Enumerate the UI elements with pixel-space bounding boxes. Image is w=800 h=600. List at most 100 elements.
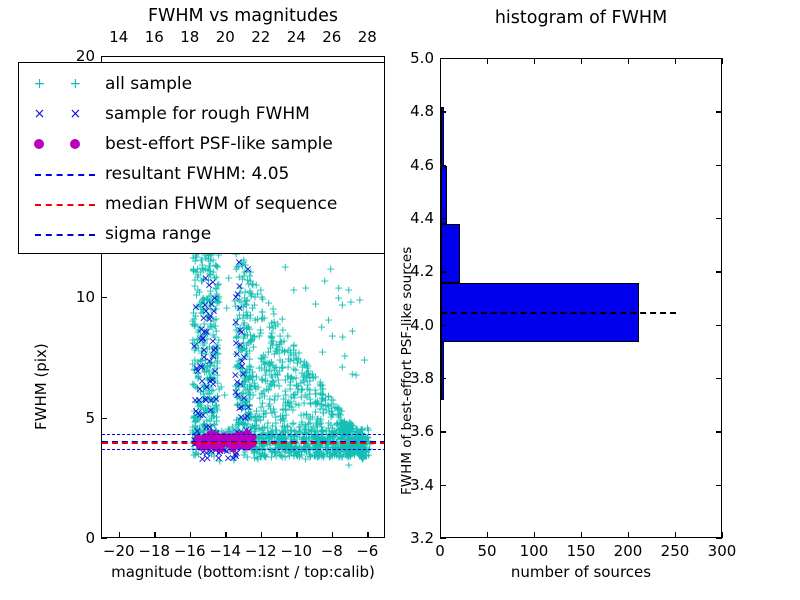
scatter-point-all-sample: +	[214, 382, 224, 396]
scatter-point-all-sample: +	[252, 450, 262, 464]
scatter-point-all-sample: +	[207, 349, 217, 363]
scatter-point-all-sample: +	[232, 388, 242, 402]
scatter-point-all-sample: +	[317, 448, 327, 462]
scatter-point-all-sample: +	[210, 393, 220, 407]
histogram-y-tick-right	[716, 324, 722, 326]
scatter-point-all-sample: +	[332, 417, 342, 431]
scatter-point-all-sample: +	[193, 394, 204, 408]
scatter-point-all-sample: +	[328, 408, 338, 422]
scatter-point-all-sample: +	[324, 399, 334, 413]
legend-item[interactable]: + + all sample	[27, 69, 374, 99]
scatter-point-all-sample: +	[305, 370, 315, 384]
legend-item[interactable]: sigma range	[27, 219, 374, 249]
scatter-point-all-sample: +	[203, 263, 213, 277]
scatter-point-rough-sample: ×	[234, 255, 244, 269]
scatter-point-all-sample: +	[301, 407, 312, 421]
scatter-point-all-sample: +	[190, 317, 200, 331]
legend-item[interactable]: median FHWM of sequence	[27, 189, 374, 219]
histogram-bar[interactable]	[441, 341, 444, 401]
scatter-point-all-sample: +	[303, 378, 313, 392]
scatter-point-all-sample: +	[262, 382, 272, 396]
scatter-point-all-sample: +	[245, 286, 255, 300]
scatter-point-all-sample: +	[207, 367, 217, 381]
scatter-point-all-sample: +	[241, 338, 252, 352]
scatter-point-all-sample: +	[190, 254, 200, 268]
histogram-bar[interactable]	[441, 107, 444, 166]
scatter-point-all-sample: +	[200, 420, 210, 434]
scatter-point-all-sample: +	[211, 399, 221, 413]
histogram-bar[interactable]	[441, 224, 460, 283]
scatter-point-all-sample: +	[329, 448, 339, 462]
scatter-point-all-sample: +	[347, 367, 357, 381]
scatter-point-all-sample: +	[208, 405, 218, 419]
legend-item[interactable]: best-effort PSF-like sample	[27, 129, 374, 159]
histogram-y-tick	[440, 218, 446, 220]
scatter-point-all-sample: +	[203, 386, 213, 400]
scatter-point-all-sample: +	[212, 294, 222, 308]
scatter-point-all-sample: +	[249, 329, 259, 343]
histogram-x-tick	[722, 532, 724, 538]
histogram-x-tick-label: 200	[613, 542, 643, 560]
scatter-point-all-sample: +	[207, 320, 217, 334]
scatter-reference-line	[102, 448, 384, 450]
scatter-point-all-sample: +	[334, 291, 344, 305]
scatter-point-all-sample: +	[280, 396, 291, 410]
scatter-point-all-sample: +	[205, 267, 215, 281]
legend-key: × ×	[27, 103, 105, 125]
scatter-point-all-sample: +	[343, 448, 353, 462]
scatter-point-all-sample: +	[237, 377, 247, 391]
scatter-point-all-sample: +	[340, 349, 350, 363]
scatter-point-rough-sample: ×	[198, 408, 208, 422]
scatter-point-rough-sample: ×	[210, 291, 220, 305]
scatter-point-all-sample: +	[196, 265, 206, 279]
scatter-point-all-sample: +	[251, 422, 261, 436]
scatter-point-rough-sample: ×	[205, 374, 215, 388]
scatter-point-all-sample: +	[200, 353, 210, 367]
scatter-point-all-sample: +	[318, 448, 329, 462]
scatter-point-all-sample: +	[355, 444, 365, 458]
scatter-point-all-sample: +	[215, 454, 225, 468]
scatter-point-all-sample: +	[207, 395, 218, 409]
scatter-point-all-sample: +	[328, 397, 338, 411]
scatter-point-all-sample: +	[311, 395, 321, 409]
scatter-point-all-sample: +	[204, 309, 214, 323]
legend-item[interactable]: resultant FWHM: 4.05	[27, 159, 374, 189]
scatter-point-all-sample: +	[324, 390, 334, 404]
scatter-point-rough-sample: ×	[237, 354, 247, 368]
scatter-point-rough-sample: ×	[204, 354, 215, 368]
legend-key	[27, 163, 105, 185]
histogram-title: histogram of FWHM	[494, 8, 668, 28]
scatter-point-all-sample: +	[353, 428, 363, 442]
scatter-point-all-sample: +	[266, 379, 276, 393]
scatter-point-all-sample: +	[315, 444, 325, 458]
scatter-point-all-sample: +	[231, 299, 241, 313]
scatter-point-rough-sample: ×	[242, 409, 252, 423]
scatter-point-all-sample: +	[269, 405, 280, 419]
scatter-point-all-sample: +	[294, 346, 304, 360]
scatter-x-tick-label: −8	[320, 542, 343, 560]
histogram-axes[interactable]	[440, 58, 722, 538]
legend[interactable]: + + all sample × × sample for rough FWHM best-…	[18, 62, 385, 254]
scatter-point-all-sample: +	[231, 323, 241, 337]
scatter-point-all-sample: +	[312, 396, 323, 410]
scatter-point-all-sample: +	[193, 341, 204, 355]
scatter-point-all-sample: +	[240, 265, 250, 279]
scatter-point-all-sample: +	[269, 307, 279, 321]
histogram-x-tick-label: 150	[566, 542, 596, 560]
scatter-point-all-sample: +	[347, 425, 357, 439]
scatter-point-all-sample: +	[292, 379, 302, 393]
legend-item[interactable]: × × sample for rough FWHM	[27, 99, 374, 129]
scatter-point-all-sample: +	[266, 425, 276, 439]
scatter-point-all-sample: +	[337, 433, 347, 447]
scatter-point-all-sample: +	[311, 416, 321, 430]
scatter-point-all-sample: +	[212, 340, 222, 354]
histogram-bar[interactable]	[441, 165, 447, 225]
scatter-point-psf-sample	[209, 431, 217, 439]
histogram-x-tick-label: 100	[519, 542, 549, 560]
scatter-point-all-sample: +	[207, 345, 218, 359]
scatter-point-all-sample: +	[237, 429, 247, 443]
scatter-point-all-sample: +	[309, 449, 320, 463]
scatter-point-all-sample: +	[210, 393, 220, 407]
scatter-point-rough-sample: ×	[219, 443, 230, 457]
scatter-point-rough-sample: ×	[222, 444, 232, 458]
